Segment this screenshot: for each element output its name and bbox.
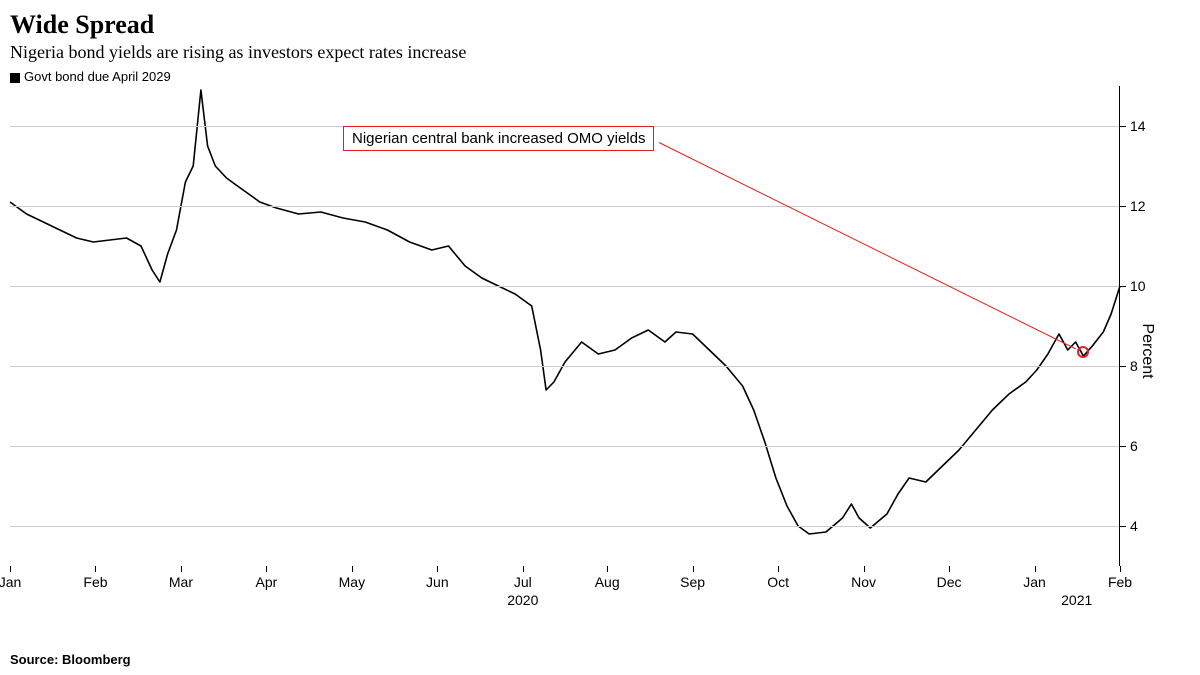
x-tick-label: Mar xyxy=(169,574,193,590)
y-tick-label: 14 xyxy=(1130,118,1154,134)
y-tick-label: 6 xyxy=(1130,438,1154,454)
x-tick-mark xyxy=(778,566,779,572)
x-tick-mark xyxy=(693,566,694,572)
x-tick-mark xyxy=(949,566,950,572)
gridline xyxy=(10,526,1119,527)
x-tick-mark xyxy=(607,566,608,572)
x-tick-mark xyxy=(266,566,267,572)
y-axis-label: Percent xyxy=(1138,316,1156,386)
y-tick-label: 12 xyxy=(1130,198,1154,214)
y-tick-label: 4 xyxy=(1130,518,1154,534)
x-tick-label: Feb xyxy=(83,574,107,590)
x-tick-label: Jan xyxy=(0,574,21,590)
x-tick-label: Nov xyxy=(851,574,876,590)
chart-title: Wide Spread xyxy=(10,10,1200,40)
annotation-box: Nigerian central bank increased OMO yiel… xyxy=(343,126,654,151)
x-year-label: 2020 xyxy=(507,592,538,608)
x-tick-mark xyxy=(181,566,182,572)
x-tick-mark xyxy=(523,566,524,572)
y-tick-label: 8 xyxy=(1130,358,1154,374)
gridline xyxy=(10,206,1119,207)
y-tick-mark xyxy=(1120,446,1126,447)
y-tick-mark xyxy=(1120,526,1126,527)
line-series xyxy=(10,86,1120,566)
x-tick-mark xyxy=(352,566,353,572)
gridline xyxy=(10,446,1119,447)
legend-marker xyxy=(10,73,20,83)
x-tick-label: Sep xyxy=(680,574,705,590)
x-tick-label: Oct xyxy=(767,574,789,590)
x-tick-mark xyxy=(1035,566,1036,572)
chart-area: Nigerian central bank increased OMO yiel… xyxy=(10,86,1190,616)
y-tick-mark xyxy=(1120,286,1126,287)
legend-label: Govt bond due April 2029 xyxy=(24,69,171,84)
x-tick-mark xyxy=(864,566,865,572)
y-tick-mark xyxy=(1120,366,1126,367)
x-tick-label: Dec xyxy=(937,574,962,590)
x-tick-mark xyxy=(10,566,11,572)
legend: Govt bond due April 2029 xyxy=(10,69,1200,84)
x-tick-label: May xyxy=(339,574,365,590)
source-attribution: Source: Bloomberg xyxy=(10,652,131,667)
x-tick-label: Aug xyxy=(595,574,620,590)
gridline xyxy=(10,366,1119,367)
x-tick-mark xyxy=(95,566,96,572)
x-tick-label: Jul xyxy=(514,574,532,590)
y-tick-mark xyxy=(1120,206,1126,207)
x-tick-label: Feb xyxy=(1108,574,1132,590)
x-tick-mark xyxy=(437,566,438,572)
x-tick-label: Jun xyxy=(426,574,449,590)
chart-subtitle: Nigeria bond yields are rising as invest… xyxy=(10,42,1200,63)
plot-area: Nigerian central bank increased OMO yiel… xyxy=(10,86,1120,566)
y-tick-label: 10 xyxy=(1130,278,1154,294)
x-year-label: 2021 xyxy=(1061,592,1092,608)
x-tick-label: Apr xyxy=(256,574,278,590)
x-tick-label: Jan xyxy=(1023,574,1046,590)
y-tick-mark xyxy=(1120,126,1126,127)
x-tick-mark xyxy=(1120,566,1121,572)
